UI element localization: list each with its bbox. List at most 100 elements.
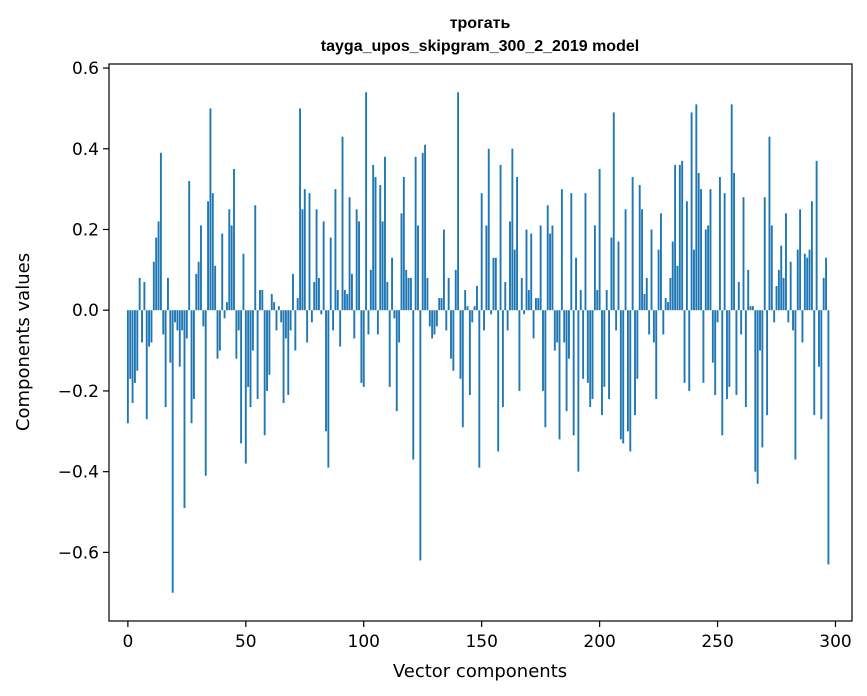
bar-235	[681, 160, 684, 311]
bar-81	[317, 277, 320, 311]
bar-72	[296, 298, 299, 311]
bar-43	[228, 209, 231, 311]
bar-88	[334, 189, 337, 311]
bar-82	[320, 310, 323, 315]
bars-group	[126, 92, 830, 593]
bar-40	[221, 233, 224, 311]
bar-137	[450, 310, 452, 359]
y-tick-label: −0.2	[58, 382, 99, 402]
bar-32	[202, 310, 205, 327]
bar-6	[141, 310, 143, 343]
bar-126	[424, 144, 427, 311]
bar-287	[803, 253, 806, 311]
bar-175	[539, 225, 542, 311]
bar-63	[275, 310, 278, 331]
bar-205	[610, 237, 613, 311]
bar-11	[152, 261, 155, 311]
bar-277	[780, 245, 783, 311]
bar-90	[339, 310, 342, 347]
y-axis-ticks: −0.6 −0.4 −0.2 0.0 0.2 0.4 0.6	[58, 59, 109, 563]
bar-67	[284, 310, 287, 339]
y-tick-label: 0.6	[72, 59, 99, 79]
bar-12	[155, 237, 158, 311]
bar-184	[560, 189, 563, 311]
bar-35	[209, 108, 212, 311]
bar-256	[730, 104, 733, 311]
bar-20	[174, 310, 176, 323]
bar-56	[259, 290, 261, 311]
bar-193	[582, 310, 585, 379]
bar-284	[796, 249, 799, 311]
bar-249	[714, 310, 717, 395]
bar-227	[662, 310, 665, 335]
bar-190	[575, 257, 577, 311]
bar-103	[369, 269, 372, 311]
bar-100	[362, 310, 365, 387]
bar-38	[216, 310, 219, 359]
bar-166	[518, 310, 521, 391]
bar-258	[735, 310, 738, 395]
bar-45	[233, 168, 235, 311]
bar-107	[379, 185, 382, 311]
bar-290	[810, 201, 813, 311]
bar-80	[315, 209, 318, 311]
bar-145	[468, 310, 471, 395]
bar-41	[223, 310, 226, 319]
bar-297	[827, 310, 830, 565]
bar-147	[473, 306, 476, 311]
bar-181	[553, 310, 556, 351]
bar-83	[322, 221, 325, 311]
bar-149	[478, 310, 481, 468]
bar-16	[164, 310, 167, 408]
bar-240	[693, 249, 695, 311]
bar-121	[412, 310, 415, 460]
bar-66	[282, 310, 285, 404]
bar-229	[667, 302, 669, 311]
bar-259	[737, 281, 740, 311]
bar-95	[351, 273, 353, 311]
bar-203	[605, 290, 608, 311]
bar-132	[438, 298, 441, 311]
bar-116	[400, 213, 403, 311]
bar-106	[376, 310, 379, 335]
bar-222	[650, 229, 653, 311]
chart-title: трогать	[450, 15, 511, 32]
bar-68	[287, 310, 290, 395]
bar-144	[466, 306, 469, 311]
bar-198	[593, 225, 596, 311]
x-tick-label: 100	[348, 632, 380, 652]
bar-270	[763, 197, 766, 311]
bar-96	[353, 310, 356, 339]
bar-158	[499, 164, 502, 311]
bar-7	[143, 281, 146, 311]
x-tick-label: 300	[819, 632, 851, 652]
bar-245	[704, 229, 707, 311]
bar-180	[551, 225, 554, 311]
bar-22	[178, 310, 181, 367]
bar-139	[454, 269, 457, 311]
bar-296	[825, 257, 827, 311]
bar-156	[494, 257, 497, 311]
bar-183	[558, 310, 561, 440]
bar-204	[608, 310, 610, 400]
bar-110	[386, 281, 389, 311]
bar-291	[813, 310, 816, 416]
bar-288	[806, 257, 809, 311]
bar-178	[546, 205, 549, 311]
bar-136	[447, 277, 450, 311]
bar-89	[336, 290, 339, 311]
bar-250	[716, 310, 719, 323]
bar-220	[645, 277, 648, 311]
bar-217	[638, 185, 641, 311]
bar-75	[303, 189, 306, 311]
bar-146	[471, 310, 474, 323]
bar-104	[372, 164, 375, 311]
bar-228	[664, 298, 667, 311]
bar-2	[131, 310, 134, 404]
bar-140	[457, 92, 460, 311]
bar-69	[289, 310, 292, 331]
bar-223	[652, 310, 655, 343]
bar-19	[171, 310, 174, 593]
bar-128	[428, 310, 431, 327]
